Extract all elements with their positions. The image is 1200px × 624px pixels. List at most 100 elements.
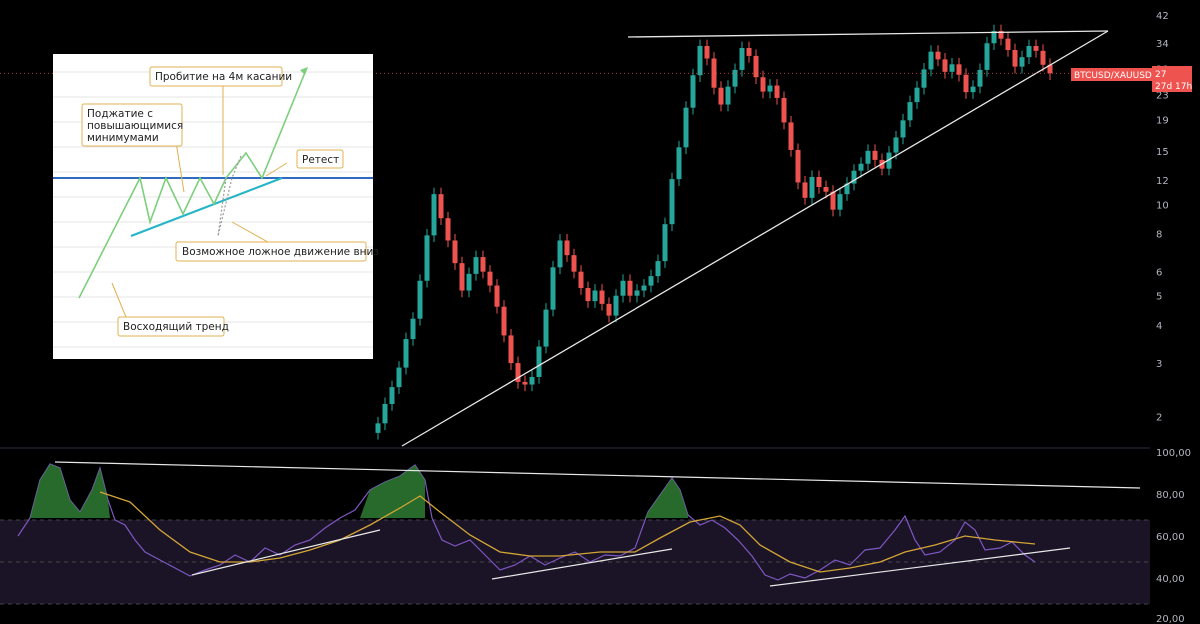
y-tick-label: 2 [1156,413,1162,424]
trendlines [0,30,1150,447]
candle-body [480,257,486,272]
symbol-tag [1071,68,1168,81]
candle-body [893,137,899,153]
rsi-trendline [191,529,381,576]
candle-body [984,43,990,70]
candle-body [627,280,633,296]
rsi-trendline [491,548,673,580]
candle-body [802,182,808,198]
svg-text:Пробитие на 4м касании: Пробитие на 4м касании [155,71,292,83]
candle-body [921,69,927,88]
y-tick-label: 42 [1156,11,1169,22]
candle-body [816,176,822,188]
candle-body [613,295,619,316]
candle-body [438,194,444,219]
y-tick-label: 15 [1156,147,1169,158]
rsi-tick-label: 100,00 [1156,448,1191,459]
svg-text:Возможное ложное движение вниз: Возможное ложное движение вниз [182,246,379,258]
candle-body [578,271,584,289]
candle-body [571,255,577,272]
candle-body [991,31,997,44]
candle-body [956,64,962,75]
candle-body [1026,46,1032,58]
candle-body [676,147,682,180]
candle-body [942,59,948,72]
candle-body [865,150,871,164]
candle-body [998,31,1004,39]
candle-body [1047,64,1053,74]
candle-body [522,381,528,385]
diagram-arrow-icon [300,67,308,75]
svg-text:Ретест: Ретест [302,154,339,166]
y-tick-label: 3 [1156,359,1162,370]
retest-label: Ретест [296,149,344,169]
uptrend-label: Восходящий тренд [117,316,229,337]
last-price-value: 27 [1155,70,1166,80]
candle-body [767,85,773,92]
candle-body [928,51,934,70]
candle-body [382,403,388,424]
y-tick-label: 5 [1156,292,1162,303]
rsi-tick-label: 60,00 [1156,532,1185,543]
rsi-line [17,463,1036,581]
candle-body [711,58,717,88]
candle-body [1040,50,1046,65]
candle-body [620,280,626,296]
candle-body [760,77,766,92]
candlestick-series [375,24,1053,440]
rsi-moving-average [99,491,1036,573]
candle-body [536,346,542,377]
candle-body [473,257,479,274]
rsi-overbought-fill [645,478,688,518]
candle-body [697,46,703,76]
candle-body [410,318,416,340]
svg-text:Восходящий тренд: Восходящий тренд [123,321,229,333]
candle-body [963,74,969,93]
candle-body [375,423,381,433]
candle-body [396,367,402,388]
candle-body [592,290,598,302]
candle-body [452,240,458,264]
candle-body [683,107,689,148]
rsi-tick-label: 80,00 [1156,490,1185,501]
svg-text:минимумами: минимумами [87,132,159,144]
candle-body [732,69,738,87]
candle-body [886,152,892,169]
candle-body [774,85,780,98]
candle-body [655,261,661,277]
candle-body [515,363,521,382]
y-tick-label: 34 [1156,39,1169,50]
candle-body [501,306,507,336]
rising-support-line [401,30,1109,447]
candle-body [977,69,983,87]
candle-body [606,303,612,316]
candle-body [725,86,731,105]
rsi-trendline [769,547,1071,587]
candle-body [1019,57,1025,67]
diagram-price-path [78,69,307,299]
candle-body [949,64,955,72]
candle-body [1012,50,1018,67]
candle-body [858,163,864,171]
candle-body [431,194,437,236]
candle-body [648,276,654,286]
candle-body [753,55,759,78]
diagram-support-line [130,176,283,238]
candle-body [781,97,787,123]
candle-body [550,267,556,310]
candle-body [669,179,675,225]
candle-body [403,339,409,368]
rsi-trendline [54,461,1141,489]
candle-body [970,86,976,93]
candle-body [662,224,668,262]
candle-body [809,176,815,198]
candle-body [788,122,794,150]
candle-body [900,120,906,138]
y-tick-label: 4 [1156,321,1162,332]
candle-body [557,240,563,268]
diagram-background [53,54,373,359]
y-tick-label: 12 [1156,176,1169,187]
